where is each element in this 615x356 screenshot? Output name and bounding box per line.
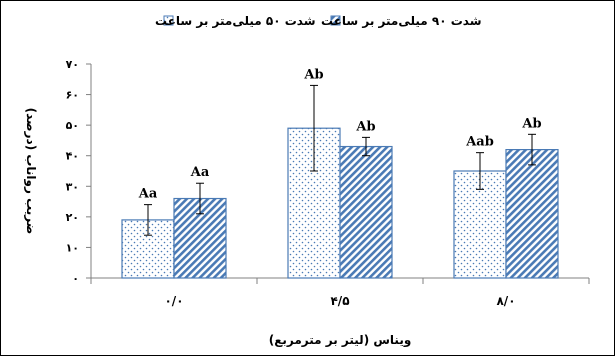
y-tick-label: ۷۰ (66, 58, 79, 71)
legend-label: شدت ۵۰ میلی‌متر بر ساعت (155, 14, 316, 28)
y-tick-label: ۱۰ (66, 241, 79, 254)
y-axis-title: ضریب رواناب (درصد) (23, 108, 38, 235)
y-tick-label: ۴۰ (66, 150, 79, 163)
data-label: Aa (138, 187, 158, 202)
bars: Aa Aa Ab Ab Aab Ab (121, 67, 559, 279)
y-tick-label: ۳۰ (66, 180, 79, 193)
x-tick-label: ۸/۰ (496, 294, 515, 308)
legend-swatch (330, 15, 341, 26)
y-tick-label: ۲۰ (66, 211, 79, 224)
y-tick-label: ۵۰ (66, 119, 79, 132)
y-tick-label: ۶۰ (66, 89, 79, 102)
legend-swatch (163, 15, 174, 26)
data-label: Ab (355, 119, 375, 134)
bar (339, 145, 393, 279)
data-label: Aab (465, 135, 494, 150)
bar (505, 149, 559, 279)
data-label: Ab (521, 116, 541, 131)
legend: شدت ۹۰ میلی‌متر بر ساعت شدت ۵۰ میلی‌متر ب… (155, 14, 482, 28)
x-axis-title: ویناس (لیتر بر مترمربع) (269, 333, 412, 348)
legend-label: شدت ۹۰ میلی‌متر بر ساعت (321, 14, 482, 28)
data-label: Aa (190, 165, 210, 180)
y-tick-label: ۰ (72, 272, 79, 285)
x-tick-label: ۴/۵ (330, 294, 349, 308)
x-tick-label: ۰/۰ (164, 294, 183, 308)
data-label: Ab (303, 67, 323, 82)
